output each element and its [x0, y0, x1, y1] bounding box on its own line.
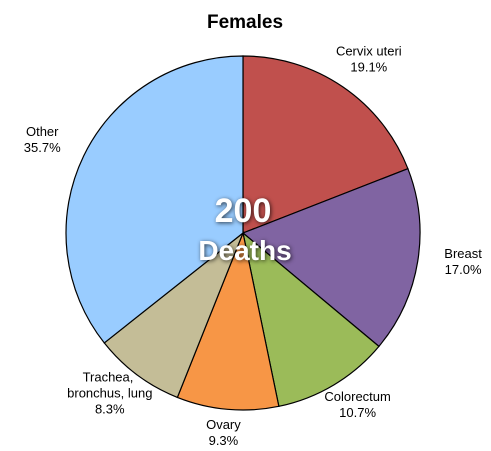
- pie: [65, 55, 421, 411]
- slice-label: Cervix uteri: [336, 44, 402, 59]
- slice-label: Colorectum: [324, 389, 390, 404]
- slice: [242, 55, 409, 234]
- slice-value-label: 8.3%: [95, 401, 125, 416]
- total: 200: [215, 192, 272, 230]
- slice: [65, 55, 244, 344]
- chart-title: Females: [207, 12, 283, 33]
- slice-value-label: 9.3%: [209, 433, 239, 448]
- slice: [103, 231, 245, 399]
- slice-label: Breast: [444, 246, 482, 261]
- slice-value-label: 19.1%: [350, 60, 387, 75]
- slice: [242, 231, 380, 408]
- slice-value-label: 35.7%: [24, 140, 61, 155]
- slice-label: Other: [26, 124, 59, 139]
- slice-label: Ovary: [206, 417, 241, 432]
- slice: [176, 230, 280, 411]
- slice-value-label: 10.7%: [339, 405, 376, 420]
- slice-value-label: 17.0%: [445, 262, 482, 277]
- total-label: Deaths: [198, 235, 291, 266]
- slice-label: Trachea, bronchus, lung: [67, 369, 152, 400]
- slice: [241, 167, 421, 348]
